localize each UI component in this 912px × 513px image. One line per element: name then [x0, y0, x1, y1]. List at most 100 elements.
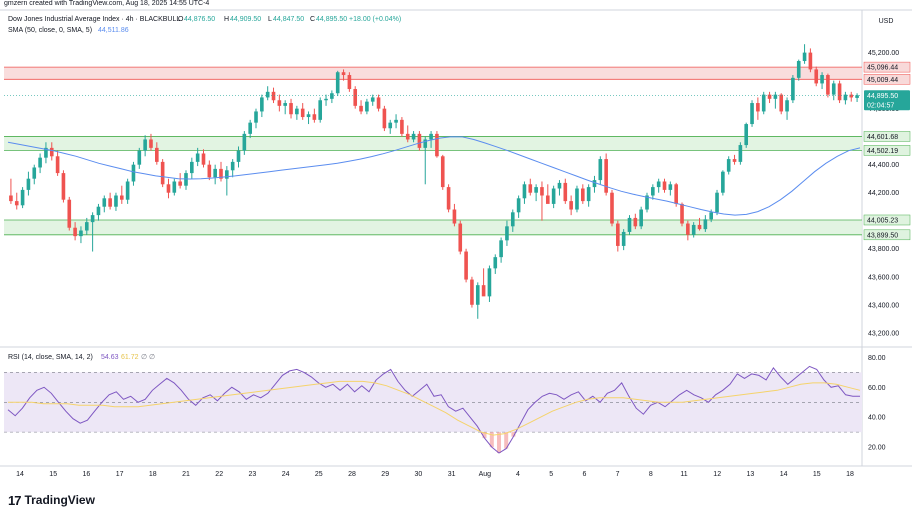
- candle-body: [137, 150, 142, 165]
- candle-body: [405, 133, 410, 140]
- rsi-legend-label: RSI (14, close, SMA, 14, 2): [8, 354, 93, 361]
- candle-body: [551, 188, 556, 204]
- candle-body: [429, 133, 433, 140]
- candle-body: [172, 181, 177, 193]
- candle-body: [230, 161, 235, 171]
- candle-body: [779, 94, 784, 112]
- candle-body: [79, 230, 83, 237]
- ohlc-c-value: 44,895.50: [316, 16, 347, 23]
- candle-body: [627, 217, 632, 232]
- zone-green-1: [4, 136, 862, 151]
- candle-body: [125, 181, 130, 200]
- rsi-tick-label: 80.00: [868, 355, 886, 362]
- candle-body: [26, 178, 31, 190]
- ohlc-h-label: H: [224, 16, 229, 23]
- candle-body: [849, 94, 854, 98]
- time-tick-label: 21: [182, 471, 190, 478]
- time-tick-label: 5: [549, 471, 553, 478]
- time-tick-label: 24: [282, 471, 290, 478]
- candle-body: [580, 188, 585, 202]
- time-tick-label: 11: [680, 471, 687, 478]
- candle-body: [604, 159, 608, 193]
- candle-body: [785, 100, 789, 112]
- time-tick-label: 23: [249, 471, 257, 478]
- zone-price-label: 44,502.19: [867, 148, 898, 155]
- candle-body: [143, 139, 147, 151]
- candle-body: [499, 240, 503, 258]
- candle-body: [219, 168, 223, 179]
- zone-red-0: [4, 67, 862, 80]
- candle-body: [726, 159, 731, 172]
- time-tick-label: 14: [780, 471, 788, 478]
- candle-body: [855, 95, 859, 98]
- candle-body: [575, 188, 579, 210]
- candle-body: [382, 108, 387, 129]
- candle-body: [837, 83, 842, 101]
- candle-body: [691, 224, 696, 235]
- candle-body: [14, 201, 19, 206]
- rsi-legend-extra: ∅ ∅: [141, 354, 155, 361]
- candle-body: [190, 161, 194, 174]
- candle-body: [330, 93, 334, 99]
- rsi-line: [7, 365, 860, 454]
- candle-body: [598, 159, 603, 181]
- ohlc-o-label: O: [178, 16, 184, 23]
- time-tick-label: 18: [149, 471, 157, 478]
- candle-body: [808, 52, 813, 70]
- candle-body: [750, 103, 754, 125]
- candle-body: [697, 224, 702, 230]
- candle-body: [312, 114, 317, 120]
- candle-body: [592, 180, 597, 188]
- candle-body: [32, 167, 37, 179]
- zone-price-tag: [863, 229, 911, 241]
- countdown-label: 02:04:57: [867, 102, 894, 109]
- candle-body: [516, 198, 521, 213]
- time-tick-label: 28: [348, 471, 356, 478]
- candle-body: [108, 198, 112, 207]
- candle-body: [9, 195, 13, 202]
- tradingview-footer[interactable]: 17 TradingView: [8, 492, 95, 508]
- candle-body: [610, 192, 614, 224]
- candle-body: [242, 133, 247, 151]
- zone-price-label: 45,009.44: [867, 77, 898, 84]
- candle-body: [213, 168, 217, 178]
- price-tick-label: 43,600.00: [868, 274, 899, 281]
- ohlc-c-label: C: [310, 16, 315, 23]
- candle-body: [90, 215, 95, 223]
- candle-body: [277, 100, 282, 106]
- candle-body: [61, 173, 66, 200]
- price-tick-label: 43,400.00: [868, 302, 899, 309]
- legend-layer: Dow Jones Industrial Average Index · 4h …: [8, 16, 401, 361]
- candle-body: [481, 285, 486, 297]
- candle-body: [645, 195, 649, 210]
- candle-body: [563, 182, 568, 202]
- time-tick-label: 22: [215, 471, 223, 478]
- candle-body: [260, 97, 264, 112]
- candle-body: [73, 227, 77, 237]
- candle-body: [639, 209, 643, 227]
- time-tick-label: 13: [747, 471, 755, 478]
- candle-body: [394, 119, 398, 123]
- time-tick-label: 29: [381, 471, 389, 478]
- candle-body: [820, 75, 824, 84]
- candle-body: [370, 97, 375, 102]
- candle-body: [289, 103, 293, 115]
- candle-body: [149, 139, 153, 148]
- candle-body: [452, 209, 457, 224]
- price-tick-label: 44,200.00: [868, 190, 899, 197]
- candle-body: [656, 181, 661, 188]
- last-price-tag: [864, 90, 910, 111]
- candle-body: [324, 98, 328, 101]
- candle-body: [306, 114, 311, 118]
- x-axis: 14 15 16 17 18 21 22 23 24 25 28 29 30 31 Aug 4 5 6 7 8 11 12…: [16, 471, 854, 478]
- candle-body: [534, 187, 538, 193]
- candle-body: [715, 192, 719, 213]
- candle-body: [761, 94, 766, 112]
- sma-legend-value: 44,511.86: [98, 27, 129, 34]
- candle-body: [843, 94, 848, 101]
- candle-body: [195, 153, 200, 162]
- time-tick-label: 4: [516, 471, 520, 478]
- price-pane: USD45,200.0045,000.0044,800.0044,600.004…: [0, 9, 912, 467]
- ohlc-change: +18.00 (+0.04%): [349, 16, 401, 23]
